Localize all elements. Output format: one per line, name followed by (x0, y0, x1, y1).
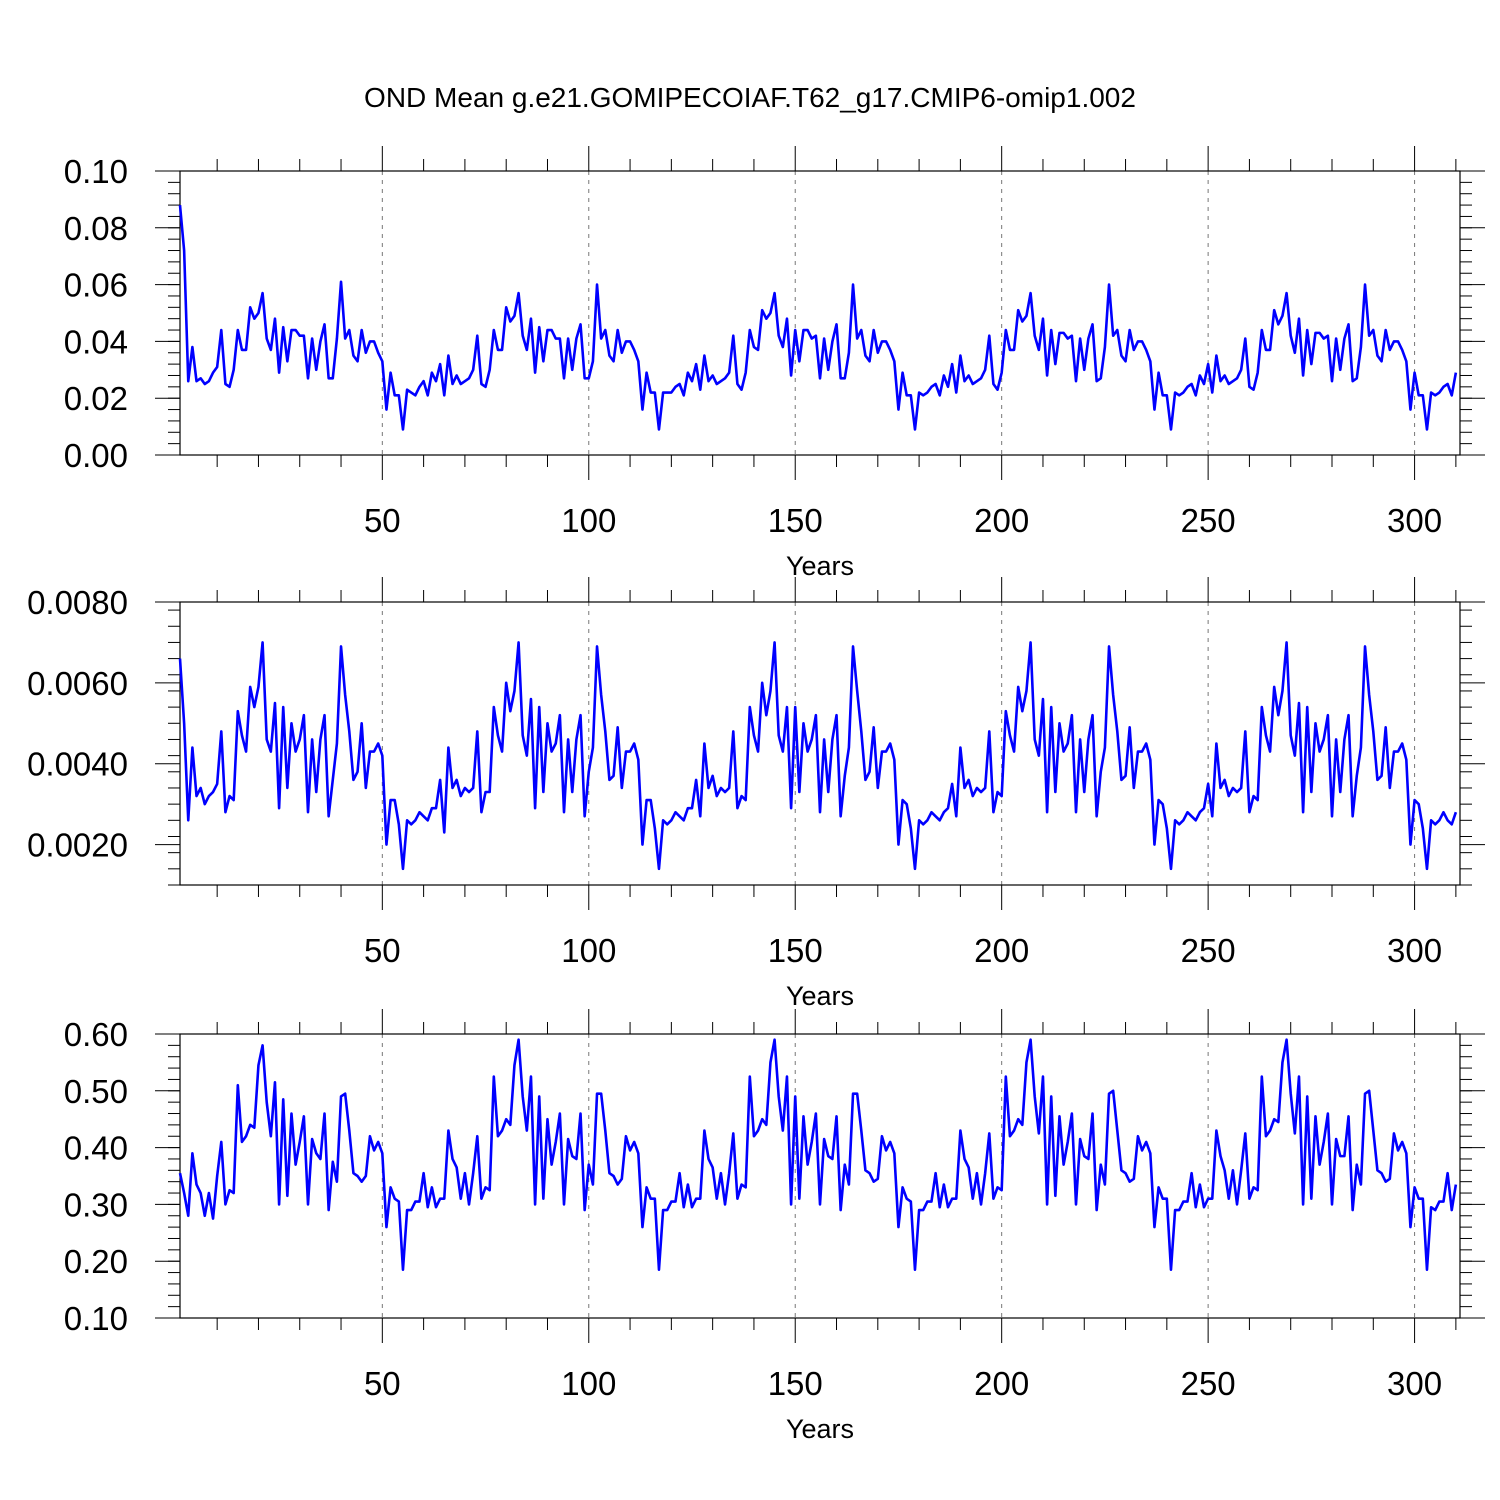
series-line (178, 641, 1458, 871)
y-tick-label: 0.40 (64, 1130, 128, 1167)
figure-title: OND Mean g.e21.GOMIPECOIAF.T62_g17.CMIP6… (364, 82, 1136, 113)
y-tick-label: 0.0080 (27, 584, 128, 621)
y-tick-label: 0.0040 (27, 746, 128, 783)
series-line (178, 204, 1458, 431)
x-tick-label: 150 (768, 932, 823, 969)
x-tick-label: 200 (974, 502, 1029, 539)
y-tick-label: 0.10 (64, 1300, 128, 1337)
x-axis-label: Years (786, 1414, 854, 1444)
snow-volume-panel: 50 100 150 200 250 300 0.0020 0.0040 0.0060 0.008… (16, 565, 1485, 1011)
y-axis-label: GIN Ice Volume 1013 m3 (16, 170, 49, 455)
x-tick-label: 50 (364, 502, 401, 539)
x-tick-label: 50 (364, 932, 401, 969)
y-tick-label: 0.10 (64, 153, 128, 190)
ice-volume-panel: 50 100 150 200 250 300 0.00 0.02 0.04 0.06 0.08 0.1… (16, 146, 1485, 581)
x-tick-label: 250 (1181, 1365, 1236, 1402)
x-tick-label: 200 (974, 932, 1029, 969)
y-tick-label: 0.30 (64, 1186, 128, 1223)
y-label-main: GIN Ice Area 10 (19, 1109, 49, 1301)
y-tick-label: 0.00 (64, 437, 128, 474)
ice-area-panel: 50 100 150 200 250 300 0.10 0.20 0.30 0.40 0.50 0.6… (16, 1009, 1485, 1444)
y-tick-label: 0.06 (64, 267, 128, 304)
plot-frame (179, 170, 1461, 456)
x-axis-label: Years (786, 981, 854, 1011)
y-label-exponent: 13 (16, 210, 35, 229)
x-tick-label: 300 (1387, 932, 1442, 969)
series-line (178, 1038, 1458, 1272)
x-tick-label: 100 (561, 1365, 616, 1402)
y-label-unit-exponent: 3 (16, 170, 35, 179)
y-tick-label: 0.04 (64, 323, 128, 360)
plot-frame (179, 601, 1461, 886)
y-label-main: GIN Ice Volume 10 (19, 229, 49, 456)
y-tick-label: 0.0060 (27, 665, 128, 702)
x-tick-label: 150 (768, 1365, 823, 1402)
y-tick-label: 0.60 (64, 1016, 128, 1053)
y-tick-label: 0.20 (64, 1243, 128, 1280)
x-tick-label: 300 (1387, 502, 1442, 539)
x-tick-label: 100 (561, 502, 616, 539)
x-tick-label: 150 (768, 502, 823, 539)
y-label-exponent: 12 (16, 1090, 35, 1109)
x-tick-label: 100 (561, 932, 616, 969)
y-label-unit: m (19, 180, 49, 210)
x-axis-label: Years (786, 551, 854, 581)
y-tick-label: 0.02 (64, 380, 128, 417)
y-label-unit: m (19, 1060, 49, 1090)
x-tick-label: 50 (364, 1365, 401, 1402)
x-tick-label: 300 (1387, 1365, 1442, 1402)
y-label-unit-exponent: 2 (16, 1051, 35, 1060)
y-tick-label: 0.50 (64, 1073, 128, 1110)
y-tick-label: 0.08 (64, 210, 128, 247)
y-label-unit-exponent: 3 (16, 565, 35, 574)
x-tick-label: 200 (974, 1365, 1029, 1402)
y-tick-label: 0.0020 (27, 827, 128, 864)
y-axis-label: GIN Ice Area 1012 m2 (16, 1051, 49, 1302)
x-tick-label: 250 (1181, 502, 1236, 539)
x-tick-label: 250 (1181, 932, 1236, 969)
